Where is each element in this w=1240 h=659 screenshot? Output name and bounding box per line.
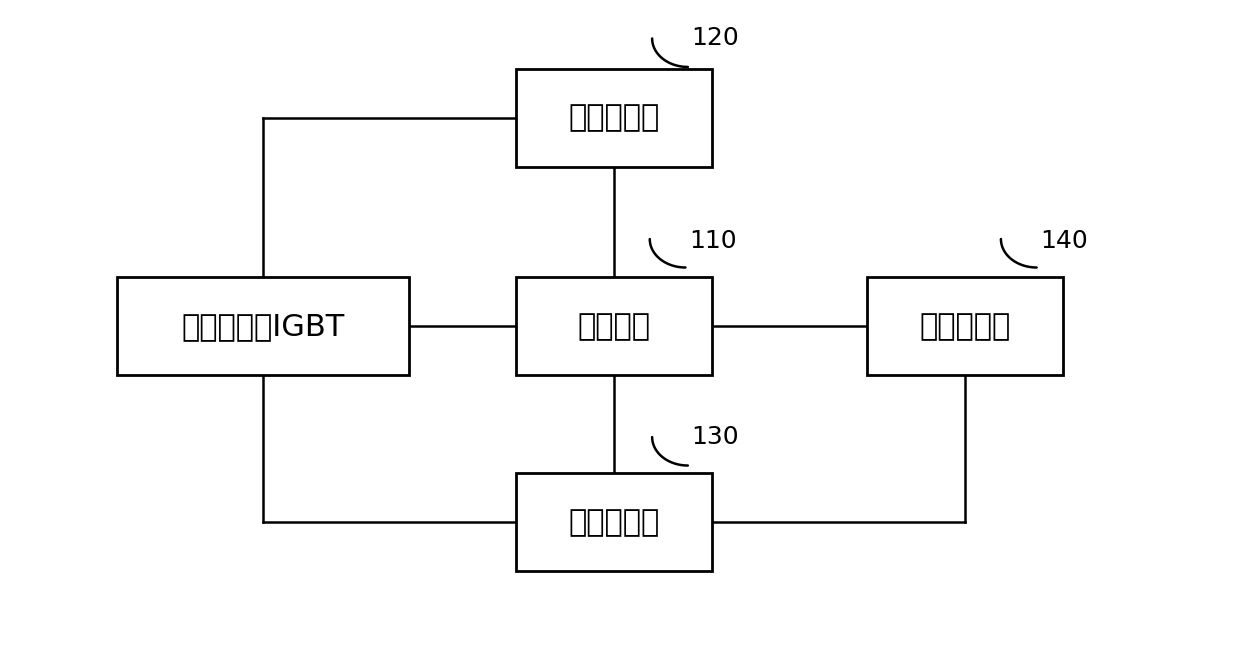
Bar: [867, 277, 1064, 376]
Text: 120: 120: [692, 26, 739, 51]
Text: 110: 110: [689, 229, 737, 253]
Bar: [516, 473, 712, 571]
Bar: [516, 69, 712, 167]
Text: 待测逆导型IGBT: 待测逆导型IGBT: [181, 312, 345, 341]
Bar: [117, 277, 409, 376]
Text: 测试电流源: 测试电流源: [568, 508, 660, 537]
Text: 栅极电压源: 栅极电压源: [568, 103, 660, 132]
Bar: [516, 277, 712, 376]
Text: 加热电流源: 加热电流源: [920, 312, 1011, 341]
Text: 140: 140: [1040, 229, 1087, 253]
Text: 130: 130: [692, 425, 739, 449]
Text: 控制电路: 控制电路: [578, 312, 651, 341]
